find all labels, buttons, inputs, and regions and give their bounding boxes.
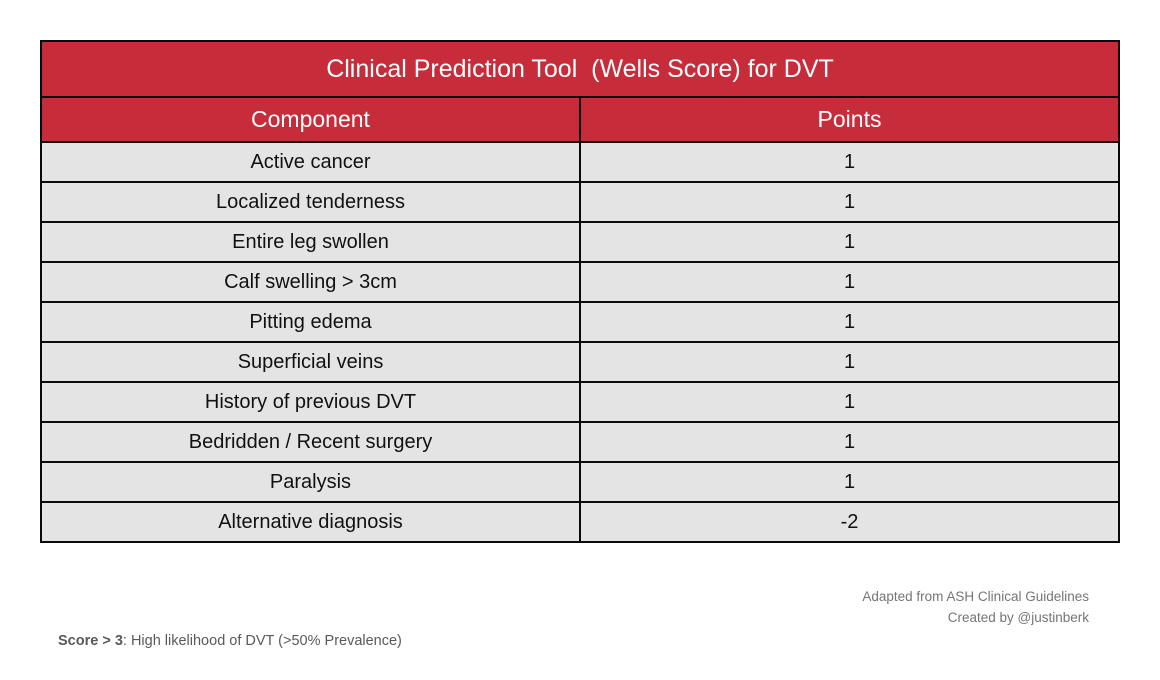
attribution-source: Adapted from ASH Clinical Guidelines (862, 589, 1089, 604)
table-title: Clinical Prediction Tool (Wells Score) f… (40, 40, 1120, 98)
component-cell: Paralysis (40, 461, 581, 503)
component-cell: Calf swelling > 3cm (40, 261, 581, 303)
component-cell: Localized tenderness (40, 181, 581, 223)
points-cell: 1 (579, 221, 1120, 263)
table-row: Entire leg swollen 1 (40, 221, 1120, 263)
table-header-row: Component Points (40, 96, 1120, 143)
note-line-high: Score > 3: High likelihood of DVT (>50% … (58, 629, 462, 654)
points-cell: 1 (579, 341, 1120, 383)
note-text: : High likelihood of DVT (>50% Prevalenc… (122, 633, 402, 649)
table-row: Superficial veins 1 (40, 341, 1120, 383)
table-row: Active cancer 1 (40, 141, 1120, 183)
component-cell: Superficial veins (40, 341, 581, 383)
table-row: Localized tenderness 1 (40, 181, 1120, 223)
column-header-component: Component (40, 96, 581, 143)
points-cell: 1 (579, 301, 1120, 343)
component-cell: Pitting edema (40, 301, 581, 343)
points-cell: -2 (579, 501, 1120, 543)
component-cell: Bedridden / Recent surgery (40, 421, 581, 463)
component-cell: Alternative diagnosis (40, 501, 581, 543)
table-row: Calf swelling > 3cm 1 (40, 261, 1120, 303)
points-cell: 1 (579, 261, 1120, 303)
wells-score-table: Clinical Prediction Tool (Wells Score) f… (40, 40, 1120, 543)
table-row: Pitting edema 1 (40, 301, 1120, 343)
component-cell: Entire leg swollen (40, 221, 581, 263)
note-label: Score > 3 (58, 633, 123, 649)
table-row: Paralysis 1 (40, 461, 1120, 503)
points-cell: 1 (579, 421, 1120, 463)
footer: Score > 3: High likelihood of DVT (>50% … (40, 580, 1120, 680)
column-header-points: Points (579, 96, 1120, 143)
attribution-author: Created by @justinberk (947, 610, 1089, 625)
points-cell: 1 (579, 181, 1120, 223)
component-cell: History of previous DVT (40, 381, 581, 423)
points-cell: 1 (579, 381, 1120, 423)
score-interpretation-notes: Score > 3: High likelihood of DVT (>50% … (40, 580, 462, 680)
table-row: History of previous DVT 1 (40, 381, 1120, 423)
table-row: Alternative diagnosis -2 (40, 501, 1120, 543)
component-cell: Active cancer (40, 141, 581, 183)
table-title-row: Clinical Prediction Tool (Wells Score) f… (40, 40, 1120, 98)
attribution: Adapted from ASH Clinical Guidelines Cre… (862, 580, 1120, 628)
table-row: Bedridden / Recent surgery 1 (40, 421, 1120, 463)
points-cell: 1 (579, 461, 1120, 503)
points-cell: 1 (579, 141, 1120, 183)
